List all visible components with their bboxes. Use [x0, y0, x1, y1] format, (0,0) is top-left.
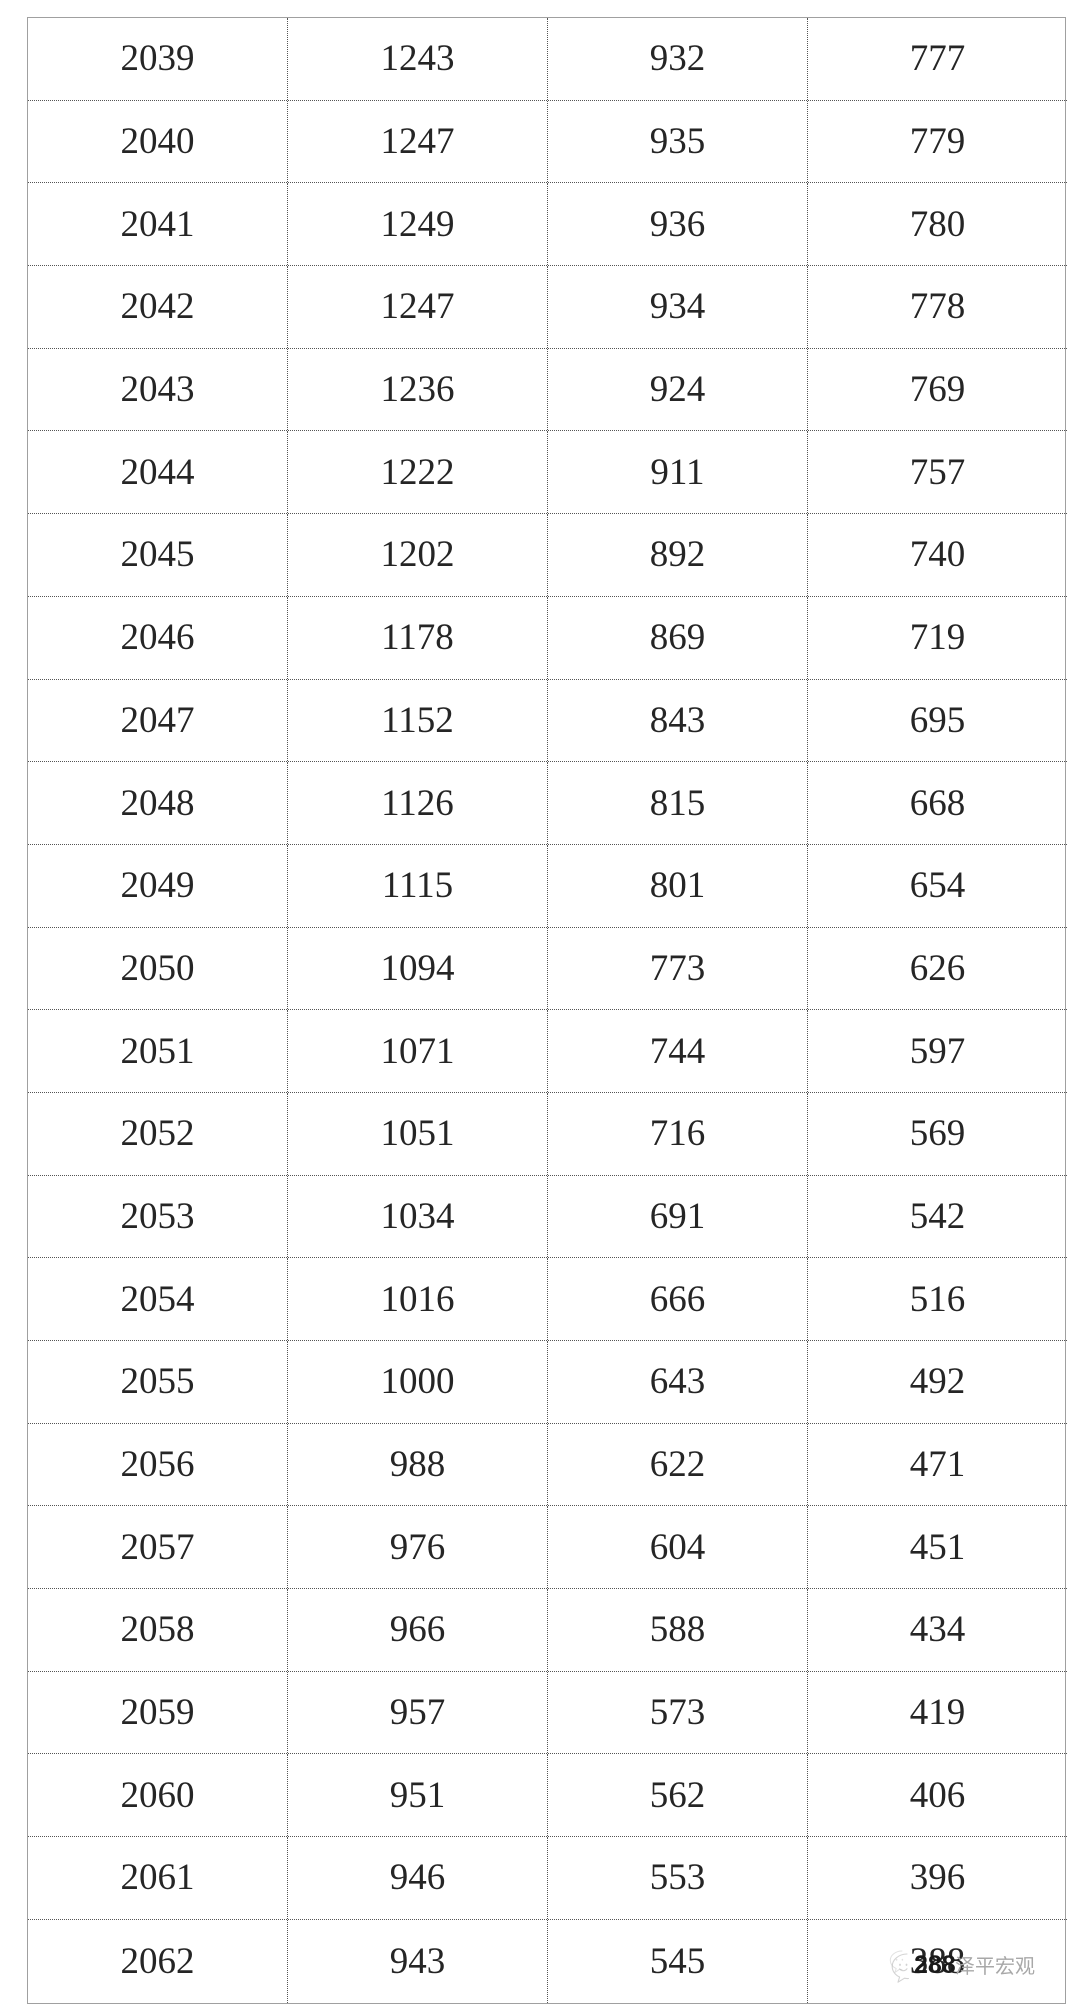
svg-text:288: 288	[914, 1951, 956, 1979]
svg-text:泽平宏观: 泽平宏观	[955, 1955, 1035, 1978]
